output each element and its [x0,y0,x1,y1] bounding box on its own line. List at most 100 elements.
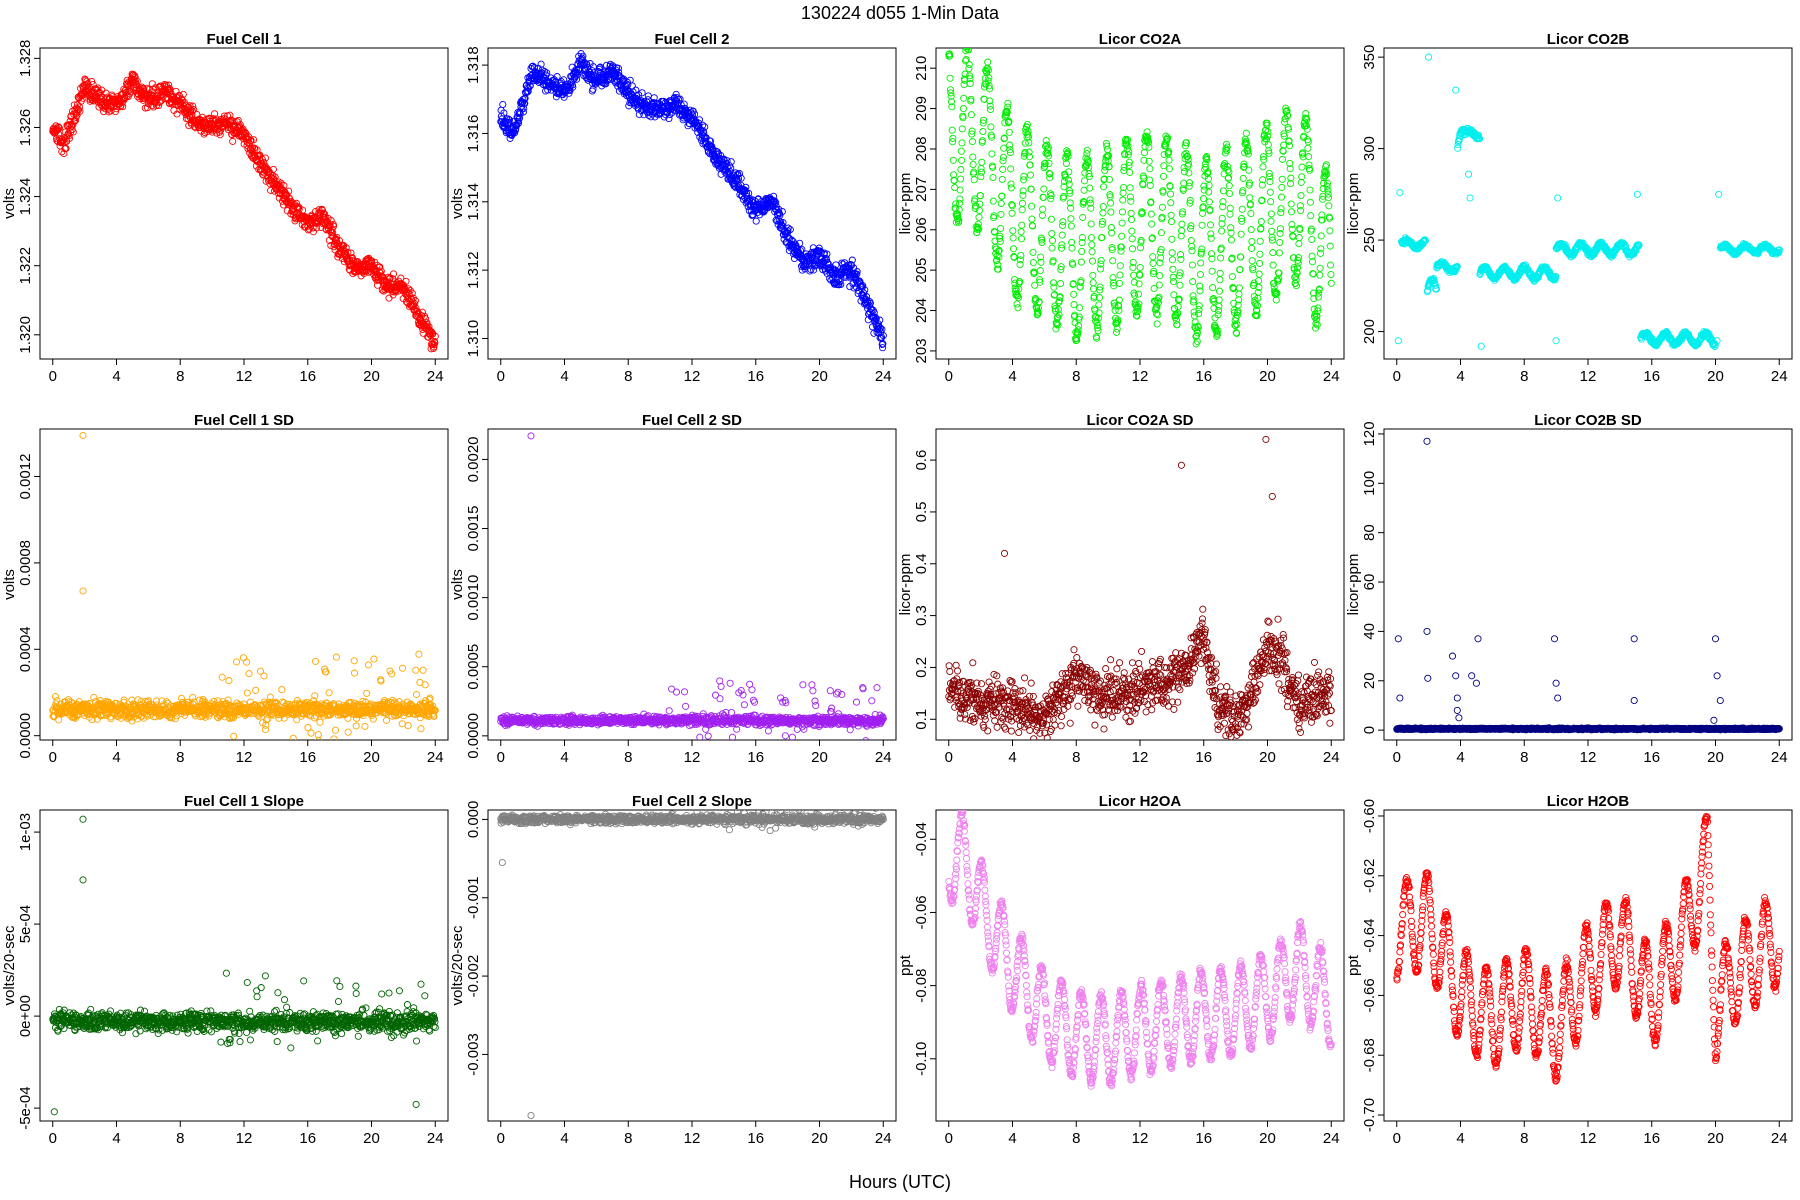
data-point [1089,285,1098,293]
data-point [1187,236,1195,245]
data-point [1123,141,1131,149]
data-point [1133,308,1141,316]
data-point [1020,152,1028,160]
data-point [1179,208,1187,216]
data-point [230,117,238,126]
data-point [734,175,743,183]
data-point [1269,249,1277,257]
data-point [1239,174,1247,182]
data-point [1255,270,1263,278]
y-tick-label: 207 [913,177,930,202]
data-point [512,125,520,133]
data-point [1284,125,1292,133]
data-point [1177,255,1185,263]
data-point [1006,149,1014,157]
data-point [957,165,965,174]
data-point [984,77,992,85]
data-point [1238,217,1246,225]
data-point [1146,176,1154,184]
data-point [187,106,195,114]
data-point [1097,256,1105,265]
data-point [1244,150,1252,158]
data-point [523,88,531,96]
data-point [1313,321,1321,329]
data-point [1223,147,1231,155]
data-point [1042,136,1050,145]
data-point [1087,204,1095,212]
data-point [1242,129,1250,137]
data-point [995,246,1003,255]
data-point [1041,159,1049,167]
data-point [165,81,173,89]
data-point [1176,251,1185,259]
data-point [1188,242,1196,250]
data-point [163,698,171,706]
data-point [1007,165,1015,173]
data-point [1711,341,1719,349]
plot-frame [487,47,897,360]
data-point [1237,253,1245,261]
data-point [1299,153,1307,161]
data-point [968,130,976,138]
data-point [1048,230,1056,238]
data-point [1038,211,1046,219]
data-point [1139,181,1147,189]
data-point [1297,207,1305,215]
data-point [948,103,956,111]
data-point [1293,264,1302,272]
data-point [955,217,963,225]
data-point [863,298,871,306]
data-point [1134,303,1142,311]
data-point [669,108,677,116]
data-point [959,114,967,122]
data-point [970,168,978,176]
point-series [945,48,1335,348]
data-point [708,142,716,150]
data-point [1129,258,1137,266]
data-point [1117,243,1125,251]
data-point [1148,234,1156,242]
data-point [975,213,983,221]
data-point [1059,221,1067,230]
data-point [1296,226,1304,234]
data-point [500,109,508,117]
data-point [1317,245,1325,253]
data-point [949,134,957,142]
data-point [1284,112,1292,120]
data-point [1320,172,1328,180]
data-point [1008,209,1016,217]
data-point [1048,244,1056,252]
data-point [625,92,634,100]
data-point [1316,249,1325,257]
data-point [552,78,560,86]
data-point [1307,212,1315,220]
data-point [1315,289,1323,297]
data-point [1250,279,1258,287]
data-point [990,212,998,220]
data-point [1268,236,1276,244]
data-point [1167,199,1175,207]
data-point [999,165,1007,173]
data-point [1155,299,1163,307]
data-point [948,126,956,134]
data-point [644,92,652,100]
data-point [1065,168,1073,176]
data-point [1676,337,1684,345]
data-point [543,69,551,77]
data-point [1306,186,1314,194]
data-point [1283,107,1291,115]
data-point [1266,173,1274,181]
data-point [107,715,115,723]
data-point [397,274,405,282]
data-point [1476,135,1484,143]
data-point [1239,163,1248,171]
data-point [991,228,999,236]
data-point [1074,326,1082,334]
data-point [188,107,196,115]
data-point [1187,222,1195,230]
data-point [569,76,577,84]
data-point [69,128,77,136]
data-point [1159,188,1167,196]
data-point [877,333,886,341]
